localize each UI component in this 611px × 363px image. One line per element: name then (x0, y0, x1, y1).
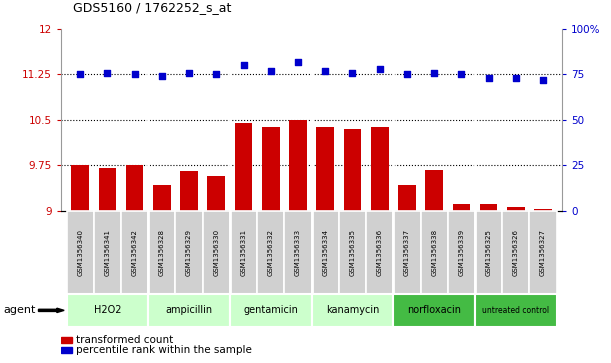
Text: GSM1356333: GSM1356333 (295, 229, 301, 276)
Bar (235, 123, 252, 211)
Point (511, 75, 521, 81)
FancyBboxPatch shape (475, 211, 502, 294)
FancyBboxPatch shape (93, 211, 121, 294)
FancyBboxPatch shape (148, 294, 230, 327)
Bar (507, 207, 525, 211)
Bar (453, 204, 470, 211)
Point (103, 70, 112, 76)
Text: transformed count: transformed count (76, 335, 174, 345)
Bar (398, 184, 415, 211)
FancyBboxPatch shape (67, 211, 93, 294)
Point (320, 68, 330, 74)
Point (75, 72, 85, 77)
Text: GSM1356326: GSM1356326 (513, 229, 519, 276)
Bar (425, 170, 443, 211)
Point (456, 72, 466, 77)
Point (130, 72, 139, 77)
FancyBboxPatch shape (475, 294, 557, 327)
Bar (534, 209, 552, 211)
Text: agent: agent (3, 305, 35, 315)
Bar (153, 184, 170, 211)
FancyBboxPatch shape (312, 211, 339, 294)
Bar (61, 347, 72, 352)
Point (538, 77, 548, 83)
Bar (98, 168, 116, 211)
FancyBboxPatch shape (530, 211, 557, 294)
Text: GSM1356330: GSM1356330 (213, 229, 219, 276)
Bar (208, 176, 225, 211)
Text: GSM1356331: GSM1356331 (241, 229, 246, 276)
Point (157, 73, 167, 79)
Text: GSM1356338: GSM1356338 (431, 229, 437, 276)
Text: norfloxacin: norfloxacin (407, 305, 461, 315)
Bar (126, 164, 144, 211)
Text: GSM1356327: GSM1356327 (540, 229, 546, 276)
FancyBboxPatch shape (121, 211, 148, 294)
Point (266, 68, 276, 74)
FancyBboxPatch shape (284, 211, 312, 294)
Bar (289, 121, 307, 211)
Text: GSM1356325: GSM1356325 (486, 229, 492, 276)
Bar (371, 127, 389, 211)
Point (430, 70, 439, 76)
Text: H2O2: H2O2 (93, 305, 121, 315)
Bar (61, 337, 72, 343)
FancyBboxPatch shape (148, 211, 175, 294)
Text: percentile rank within the sample: percentile rank within the sample (76, 345, 252, 355)
Text: GSM1356339: GSM1356339 (458, 229, 464, 276)
Text: GSM1356340: GSM1356340 (77, 229, 83, 276)
Text: GSM1356342: GSM1356342 (131, 229, 137, 276)
Point (402, 72, 412, 77)
FancyBboxPatch shape (502, 211, 530, 294)
Text: untreated control: untreated control (482, 306, 549, 315)
Bar (262, 127, 280, 211)
Point (348, 70, 357, 76)
Text: ampicillin: ampicillin (166, 305, 213, 315)
Bar (71, 165, 89, 211)
Bar (316, 127, 334, 211)
Text: GSM1356329: GSM1356329 (186, 229, 192, 276)
Text: gentamicin: gentamicin (243, 305, 298, 315)
Bar (480, 204, 497, 211)
FancyBboxPatch shape (203, 211, 230, 294)
FancyBboxPatch shape (257, 211, 284, 294)
FancyBboxPatch shape (393, 294, 475, 327)
Bar (180, 171, 198, 211)
Text: kanamycin: kanamycin (326, 305, 379, 315)
Bar (343, 130, 361, 211)
Point (239, 62, 249, 68)
Text: GSM1356337: GSM1356337 (404, 229, 410, 276)
FancyBboxPatch shape (312, 294, 393, 327)
FancyBboxPatch shape (393, 211, 420, 294)
Point (184, 70, 194, 76)
FancyBboxPatch shape (175, 211, 203, 294)
Text: GSM1356334: GSM1356334 (322, 229, 328, 276)
FancyBboxPatch shape (366, 211, 393, 294)
Text: GSM1356328: GSM1356328 (159, 229, 165, 276)
Text: GDS5160 / 1762252_s_at: GDS5160 / 1762252_s_at (73, 1, 232, 15)
Text: GSM1356341: GSM1356341 (104, 229, 111, 276)
FancyBboxPatch shape (448, 211, 475, 294)
Point (484, 75, 494, 81)
Point (211, 72, 221, 77)
Text: GSM1356332: GSM1356332 (268, 229, 274, 276)
FancyBboxPatch shape (230, 211, 257, 294)
Text: GSM1356335: GSM1356335 (349, 229, 356, 276)
Text: GSM1356336: GSM1356336 (377, 229, 382, 276)
FancyBboxPatch shape (67, 294, 148, 327)
FancyBboxPatch shape (339, 211, 366, 294)
FancyBboxPatch shape (420, 211, 448, 294)
Point (375, 66, 384, 72)
FancyBboxPatch shape (230, 294, 312, 327)
Point (293, 59, 303, 65)
